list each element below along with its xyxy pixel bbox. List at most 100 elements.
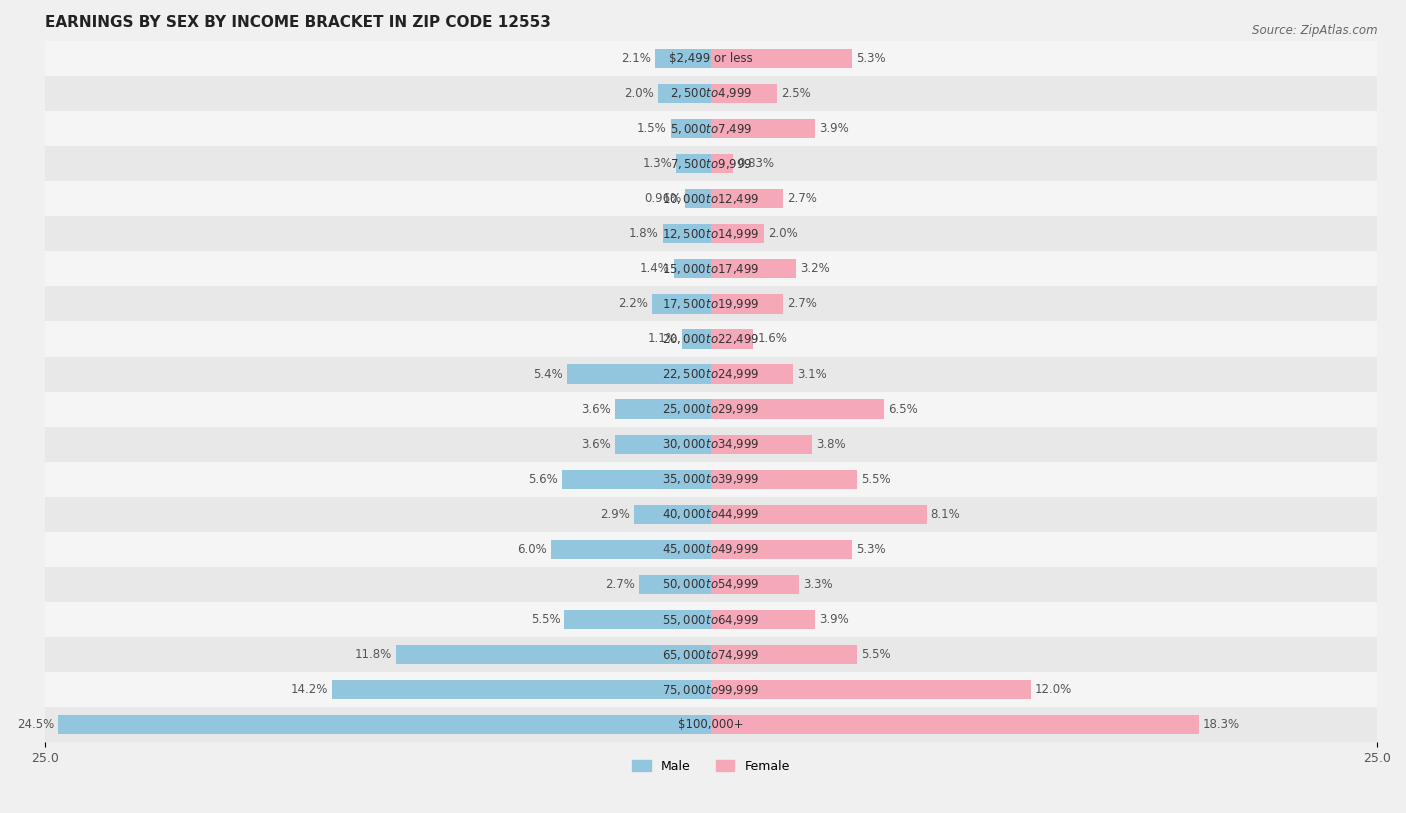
Bar bbox=[561, 470, 711, 489]
Text: 2.7%: 2.7% bbox=[787, 298, 817, 311]
Bar bbox=[45, 532, 1376, 567]
Text: $12,500 to $14,999: $12,500 to $14,999 bbox=[662, 227, 759, 241]
Bar bbox=[332, 680, 711, 699]
Text: 24.5%: 24.5% bbox=[17, 718, 53, 731]
Text: $30,000 to $34,999: $30,000 to $34,999 bbox=[662, 437, 759, 451]
Text: 1.8%: 1.8% bbox=[628, 228, 659, 241]
Bar bbox=[711, 154, 733, 173]
Text: $2,499 or less: $2,499 or less bbox=[669, 52, 752, 65]
Bar bbox=[45, 357, 1376, 392]
Text: $100,000+: $100,000+ bbox=[678, 718, 744, 731]
Text: 3.2%: 3.2% bbox=[800, 263, 830, 276]
Bar bbox=[711, 399, 884, 419]
Bar bbox=[711, 119, 814, 138]
Bar bbox=[711, 224, 763, 243]
Bar bbox=[45, 462, 1376, 497]
Text: Source: ZipAtlas.com: Source: ZipAtlas.com bbox=[1253, 24, 1378, 37]
Bar bbox=[614, 399, 711, 419]
Bar bbox=[551, 540, 711, 559]
Bar bbox=[45, 146, 1376, 181]
Text: $35,000 to $39,999: $35,000 to $39,999 bbox=[662, 472, 759, 486]
Text: $25,000 to $29,999: $25,000 to $29,999 bbox=[662, 402, 759, 416]
Text: 5.6%: 5.6% bbox=[527, 473, 558, 486]
Text: 1.6%: 1.6% bbox=[758, 333, 787, 346]
Bar bbox=[682, 329, 711, 349]
Bar bbox=[671, 119, 711, 138]
Text: 5.3%: 5.3% bbox=[856, 52, 886, 65]
Text: 5.5%: 5.5% bbox=[530, 613, 560, 626]
Text: 6.0%: 6.0% bbox=[517, 543, 547, 556]
Text: $45,000 to $49,999: $45,000 to $49,999 bbox=[662, 542, 759, 556]
Text: 2.5%: 2.5% bbox=[782, 87, 811, 100]
Text: EARNINGS BY SEX BY INCOME BRACKET IN ZIP CODE 12553: EARNINGS BY SEX BY INCOME BRACKET IN ZIP… bbox=[45, 15, 551, 30]
Bar bbox=[711, 715, 1198, 734]
Text: 3.6%: 3.6% bbox=[581, 402, 612, 415]
Bar bbox=[711, 84, 778, 103]
Bar bbox=[45, 497, 1376, 532]
Bar bbox=[634, 505, 711, 524]
Text: 5.3%: 5.3% bbox=[856, 543, 886, 556]
Bar bbox=[676, 154, 711, 173]
Text: $55,000 to $64,999: $55,000 to $64,999 bbox=[662, 612, 759, 627]
Bar bbox=[45, 286, 1376, 321]
Text: 2.0%: 2.0% bbox=[624, 87, 654, 100]
Bar bbox=[652, 294, 711, 314]
Bar bbox=[711, 189, 783, 208]
Bar bbox=[711, 294, 783, 314]
Text: $75,000 to $99,999: $75,000 to $99,999 bbox=[662, 683, 759, 697]
Text: 8.1%: 8.1% bbox=[931, 508, 960, 521]
Text: 5.5%: 5.5% bbox=[862, 473, 891, 486]
Text: 1.3%: 1.3% bbox=[643, 157, 672, 170]
Bar bbox=[711, 610, 814, 629]
Bar bbox=[711, 645, 858, 664]
Text: 2.7%: 2.7% bbox=[605, 578, 636, 591]
Text: $7,500 to $9,999: $7,500 to $9,999 bbox=[669, 157, 752, 171]
Bar bbox=[711, 364, 793, 384]
Bar bbox=[567, 364, 711, 384]
Text: 2.1%: 2.1% bbox=[621, 52, 651, 65]
Text: 3.9%: 3.9% bbox=[818, 613, 848, 626]
Bar bbox=[662, 224, 711, 243]
Bar bbox=[45, 672, 1376, 707]
Text: 2.0%: 2.0% bbox=[768, 228, 797, 241]
Text: 3.8%: 3.8% bbox=[815, 437, 846, 450]
Text: 14.2%: 14.2% bbox=[291, 683, 329, 696]
Text: $2,500 to $4,999: $2,500 to $4,999 bbox=[669, 86, 752, 101]
Bar bbox=[45, 41, 1376, 76]
Bar bbox=[45, 637, 1376, 672]
Bar bbox=[711, 329, 754, 349]
Bar bbox=[711, 435, 813, 454]
Bar bbox=[45, 707, 1376, 742]
Bar bbox=[638, 575, 711, 594]
Bar bbox=[655, 49, 711, 68]
Text: 2.9%: 2.9% bbox=[600, 508, 630, 521]
Bar bbox=[685, 189, 711, 208]
Bar bbox=[711, 259, 796, 279]
Text: 2.2%: 2.2% bbox=[619, 298, 648, 311]
Bar bbox=[45, 251, 1376, 286]
Bar bbox=[58, 715, 711, 734]
Bar bbox=[614, 435, 711, 454]
Text: 0.83%: 0.83% bbox=[737, 157, 773, 170]
Bar bbox=[396, 645, 711, 664]
Text: 1.1%: 1.1% bbox=[648, 333, 678, 346]
Bar bbox=[45, 602, 1376, 637]
Bar bbox=[673, 259, 711, 279]
Text: $5,000 to $7,499: $5,000 to $7,499 bbox=[669, 122, 752, 136]
Bar bbox=[45, 321, 1376, 357]
Bar bbox=[711, 575, 799, 594]
Text: 12.0%: 12.0% bbox=[1035, 683, 1071, 696]
Text: $22,500 to $24,999: $22,500 to $24,999 bbox=[662, 367, 759, 381]
Text: 6.5%: 6.5% bbox=[889, 402, 918, 415]
Bar bbox=[711, 505, 927, 524]
Text: 5.4%: 5.4% bbox=[533, 367, 562, 380]
Bar bbox=[711, 49, 852, 68]
Text: 1.5%: 1.5% bbox=[637, 122, 666, 135]
Bar bbox=[658, 84, 711, 103]
Text: 0.96%: 0.96% bbox=[644, 192, 682, 205]
Bar bbox=[564, 610, 711, 629]
Text: $50,000 to $54,999: $50,000 to $54,999 bbox=[662, 577, 759, 592]
Bar bbox=[45, 392, 1376, 427]
Bar bbox=[45, 111, 1376, 146]
Bar bbox=[45, 567, 1376, 602]
